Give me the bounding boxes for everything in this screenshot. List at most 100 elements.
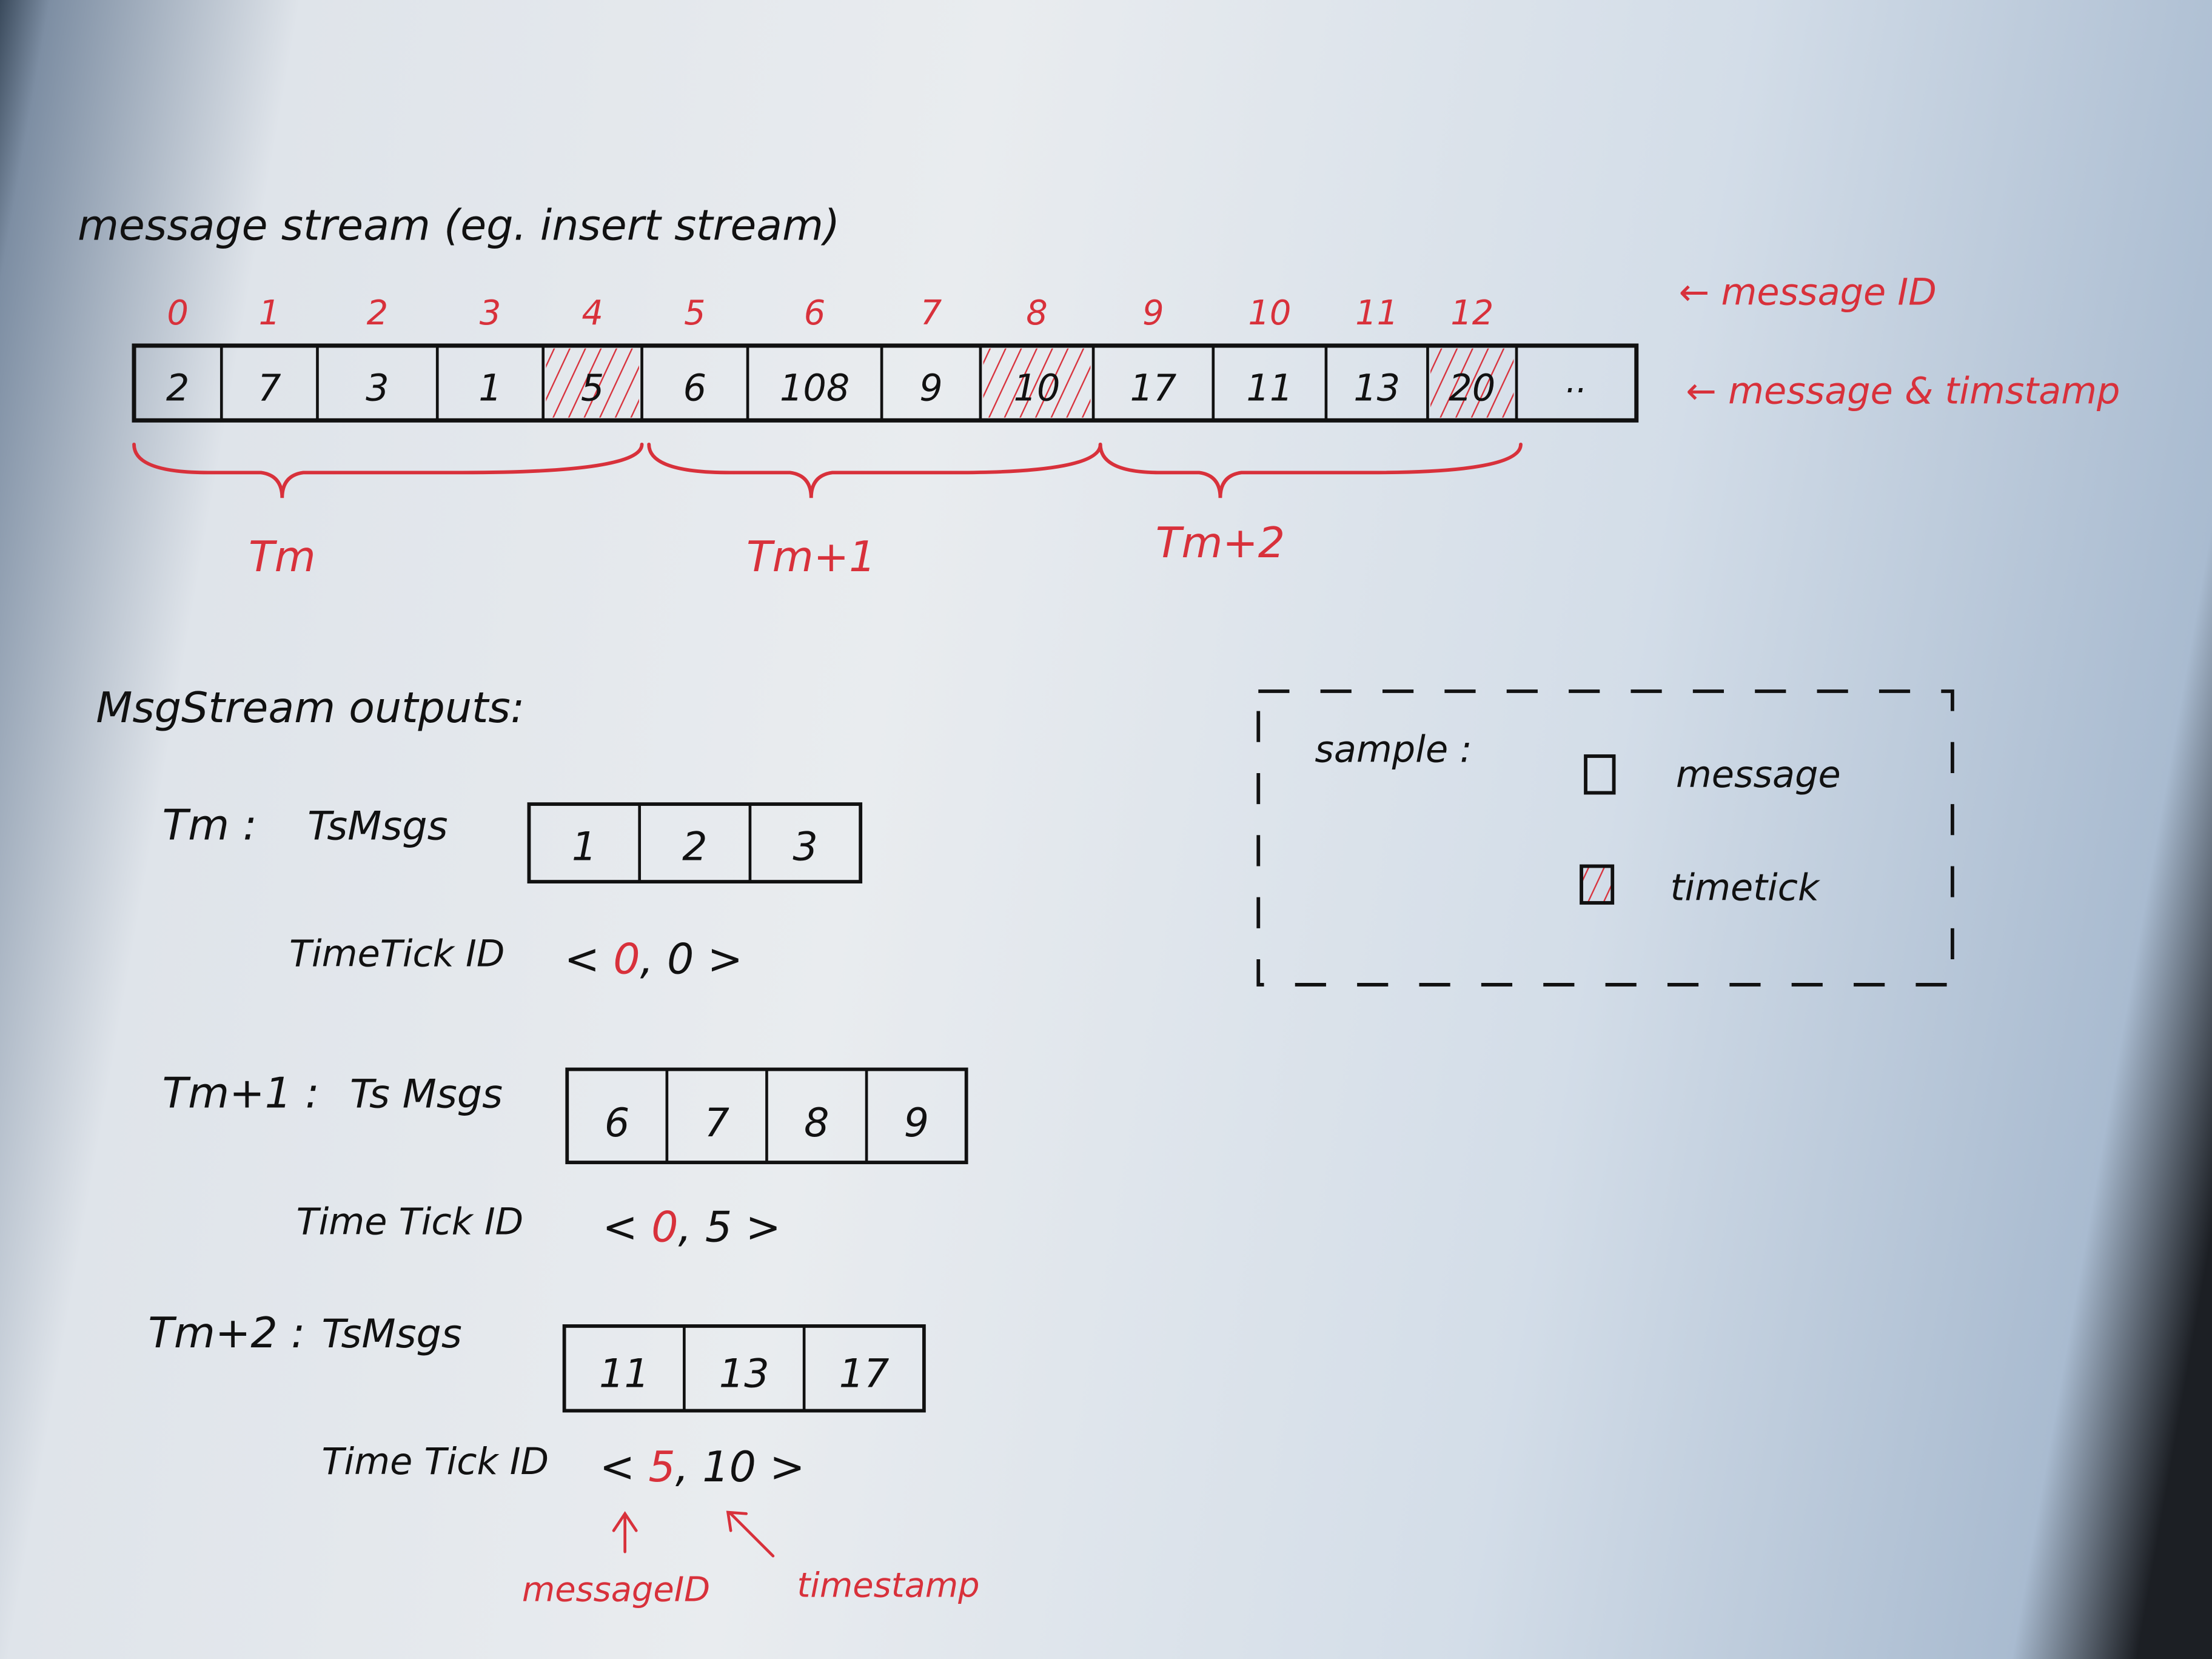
stream-cell: 17 9 [1130,293,1215,421]
timetick-message-id: 5 [648,1443,675,1492]
period-braces: Tm Tm+1 Tm+2 [132,442,1523,581]
message-id: 9 [1142,293,1164,333]
message-timestamp: 3 [366,367,389,410]
legend-timetick-label: timetick [1671,866,1820,909]
message-timestamp: 7 [258,367,281,410]
ts-msgs-label: TsMsgs [321,1312,461,1357]
legend-title: sample : [1315,728,1472,771]
diagram-title: message stream (eg. insert stream) [78,201,840,250]
output-period: Tm : TsMsgs 1 2 3 TimeTick ID < 0, 0 > [163,800,863,984]
message-id: 8 [1026,293,1048,333]
message-timestamp: 6 [683,367,706,410]
timetick-hatch [546,348,639,418]
legend-message-label: message [1676,754,1841,796]
ts-msgs-label: Ts Msgs [350,1071,503,1117]
stream-cell: 54 [546,293,643,421]
brace [132,442,644,498]
timetick-hatch [983,348,1091,418]
message-timestamp: 11 [1246,367,1293,410]
timetick-timestamp: 5 [705,1202,732,1252]
message-timestamp: 13 [1353,367,1400,410]
timetick-timestamp: 10 [702,1443,756,1492]
ts-msg: 13 [719,1351,769,1396]
msgstream-outputs: Tm : TsMsgs 1 2 3 TimeTick ID < 0, 0 > Tm+1 : Ts… [148,800,968,1492]
timetick-id-label: Time Tick ID [297,1201,524,1244]
ts-msg: 8 [804,1101,829,1146]
stream-cell: 65 [683,293,749,421]
message-id: 11 [1355,293,1398,333]
timetick-message-id: 0 [651,1202,678,1252]
timetick-message-id: 0 [613,934,640,984]
timestamp-annotation: timestamp [797,1566,979,1606]
timetick-id-label: Time Tick ID [321,1441,549,1483]
timetick-id-value: < 0, 0 > [565,934,743,984]
message-id: 1 [259,293,281,333]
stream-cell: 71 [258,293,319,421]
ts-msg: 2 [682,824,707,870]
stream-cell: 11 10 [1246,293,1328,421]
message-timestamp: 20 [1449,367,1495,410]
period-label: Tm+2 [1156,518,1285,568]
message-timestamp-label: ← message & timstamp [1686,370,2120,412]
outputs-heading: MsgStream outputs: [96,683,525,732]
ts-msgs-label: TsMsgs [307,803,447,849]
annotation-message-id: messageID [522,1511,710,1610]
message-timestamp: 108 [780,367,850,410]
message-id: 2 [367,293,389,333]
arrow-up-left-icon [726,1510,775,1558]
output-period: Tm+2 : TsMsgs 11 13 17 Time Tick ID < 5, 10 > [148,1309,926,1492]
ts-msg: 11 [599,1351,649,1396]
legend-dashed-border [1256,689,1954,987]
message-id: 6 [804,293,826,333]
message-id: 12 [1450,293,1493,333]
timetick-id-value: < 5, 10 > [600,1443,805,1492]
output-period: Tm+1 : Ts Msgs 6 7 8 9 Time Tick ID < 0, 5 > [163,1067,968,1252]
stream-cell: 108 6 [780,293,883,421]
message-id: 0 [167,293,189,333]
timetick-timestamp: 0 [667,934,694,984]
message-id: 10 [1248,293,1291,333]
message-timestamp: 5 [581,367,604,410]
ts-msgs-box [562,1324,926,1413]
timetick-id-label: TimeTick ID [289,933,504,976]
arrow-up-icon [612,1511,638,1553]
stream-cell: 97 [919,293,982,421]
period-name: Tm : [163,800,257,850]
message-id: 4 [581,293,603,333]
message-timestamp: 10 [1014,367,1061,410]
message-timestamp: 1 [478,367,501,410]
ts-msg: 3 [793,824,817,870]
message-timestamp: 9 [919,367,942,410]
message-timestamp: 17 [1130,367,1176,410]
stream-cell: 13 [478,293,545,421]
timetick-id-value: < 0, 5 > [602,1202,780,1252]
legend: sample : message timetick [1256,689,1954,987]
ts-msg: 6 [605,1101,629,1146]
ts-msg: 7 [704,1101,729,1146]
message-id: 5 [684,293,706,333]
message-id-label: ← message ID [1679,272,1937,314]
stream-cell: 20 [166,293,223,421]
annotation-timestamp: timestamp [726,1510,980,1606]
ts-msg: 1 [572,824,597,870]
period-name: Tm+1 : [163,1068,320,1118]
ts-msgs-box [527,802,863,883]
ts-msg: 17 [839,1351,890,1396]
stream-cell: 13 11 [1353,293,1429,421]
stream-ellipsis: .. [1566,361,1587,401]
message-id: 3 [480,293,501,333]
brace [647,442,1102,498]
message-swatch-icon [1584,754,1616,795]
timetick-hatch [1430,348,1514,418]
timetick-swatch-icon [1580,864,1615,905]
stream-outline [132,343,1639,423]
message-id-annotation: messageID [522,1570,710,1610]
ts-msg: 9 [904,1101,929,1146]
message-timestamp: 2 [166,367,189,410]
brace [1098,442,1523,498]
period-label: Tm [249,532,316,581]
stream-cell: 10 8 [983,293,1095,421]
